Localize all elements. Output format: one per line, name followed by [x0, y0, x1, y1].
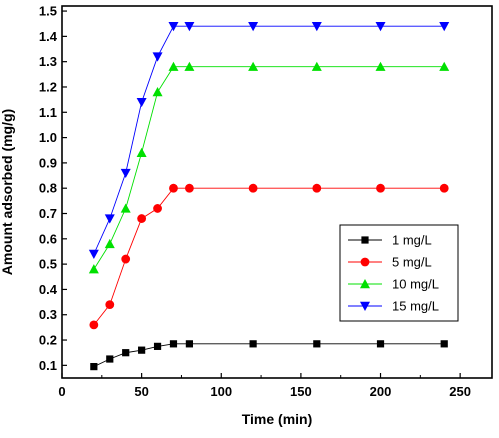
y-tick-label: 1.0	[39, 130, 57, 145]
data-point-series-1	[106, 355, 114, 363]
legend-label-2: 5 mg/L	[392, 255, 432, 270]
y-tick-label: 0.5	[39, 257, 57, 272]
legend-marker-3	[360, 279, 370, 289]
data-point-series-3	[184, 61, 195, 71]
data-point-series-2	[248, 183, 258, 193]
y-tick-label: 0.3	[39, 307, 57, 322]
data-point-series-3	[104, 238, 115, 249]
data-point-series-3	[120, 203, 131, 213]
data-point-series-3	[88, 264, 99, 274]
x-tick-label: 150	[290, 384, 312, 399]
data-point-series-4	[184, 22, 195, 32]
data-point-series-2	[89, 320, 99, 330]
y-tick-label: 1.2	[39, 79, 57, 94]
y-tick-label: 1.5	[39, 4, 57, 19]
data-point-series-1	[169, 340, 178, 348]
data-point-series-3	[136, 147, 147, 157]
series-markers	[88, 22, 450, 371]
data-point-series-3	[375, 61, 386, 71]
data-point-series-3	[152, 87, 163, 97]
data-point-series-4	[152, 52, 163, 62]
data-point-series-2	[121, 254, 131, 264]
data-point-series-3	[439, 61, 450, 71]
legend-marker-1	[361, 236, 369, 244]
data-point-series-1	[440, 340, 448, 348]
data-point-series-2	[439, 183, 449, 193]
data-point-series-4	[375, 22, 386, 32]
data-point-series-4	[104, 214, 115, 224]
data-point-series-4	[136, 97, 147, 108]
data-point-series-1	[185, 340, 194, 348]
legend: 1 mg/L 5 mg/L 10 mg/L 15 mg/L	[339, 224, 459, 322]
series-line-1	[93, 343, 445, 368]
y-tick-label: 0.9	[39, 155, 57, 170]
x-tick-label: 250	[449, 384, 471, 399]
data-point-series-4	[88, 249, 99, 259]
x-tick-label: 100	[210, 384, 232, 399]
x-tick-label: 50	[134, 384, 148, 399]
data-point-series-2	[105, 300, 115, 310]
data-point-series-2	[137, 214, 147, 223]
data-point-series-2	[312, 183, 322, 193]
y-tick-label: 0.1	[39, 358, 57, 373]
data-point-series-2	[376, 183, 385, 193]
data-point-series-4	[311, 22, 322, 32]
legend-label-3: 10 mg/L	[392, 277, 439, 292]
y-tick-label: 0.2	[39, 333, 57, 348]
y-tick-label: 0.6	[39, 231, 57, 246]
y-axis-title: Amount adsorbed (mg/g)	[0, 109, 15, 275]
legend-label-1: 1 mg/L	[392, 233, 432, 248]
data-point-series-1	[313, 340, 321, 348]
y-tick-label: 1.1	[39, 105, 57, 120]
legend-marker-4	[360, 301, 370, 311]
legend-box	[339, 224, 459, 322]
data-point-series-2	[185, 183, 194, 193]
x-axis-title: Time (min)	[242, 411, 313, 427]
data-point-series-3	[168, 61, 179, 71]
data-point-series-1	[90, 363, 98, 371]
plot-frame	[61, 5, 493, 379]
data-point-series-1	[138, 346, 146, 354]
data-point-series-1	[249, 340, 257, 348]
data-point-series-4	[439, 22, 450, 32]
data-point-series-3	[248, 61, 259, 71]
data-point-series-4	[248, 22, 259, 32]
y-tick-label: 0.4	[39, 282, 58, 297]
legend-marker-2	[360, 257, 370, 267]
data-point-series-1	[122, 349, 130, 357]
legend-label-4: 15 mg/L	[392, 299, 439, 314]
axis-ticks: 0 50 100 150 200 250 0.1 0.2 0.3 0.4 0.5 0.6 0.7 0.8 0…	[39, 4, 471, 399]
data-point-series-2	[153, 204, 162, 213]
series-line-4	[93, 25, 445, 255]
y-tick-label: 1.3	[39, 54, 57, 69]
y-tick-label: 0.8	[39, 181, 57, 196]
x-tick-label: 200	[370, 384, 392, 399]
data-point-series-1	[153, 342, 162, 350]
x-tick-label: 0	[58, 384, 65, 399]
data-point-series-4	[120, 168, 131, 179]
data-point-series-4	[168, 22, 179, 32]
data-point-series-3	[311, 61, 322, 71]
y-tick-label: 0.7	[39, 206, 57, 221]
data-point-series-2	[169, 183, 178, 193]
y-tick-label: 1.4	[39, 29, 58, 44]
data-point-series-1	[376, 340, 385, 348]
